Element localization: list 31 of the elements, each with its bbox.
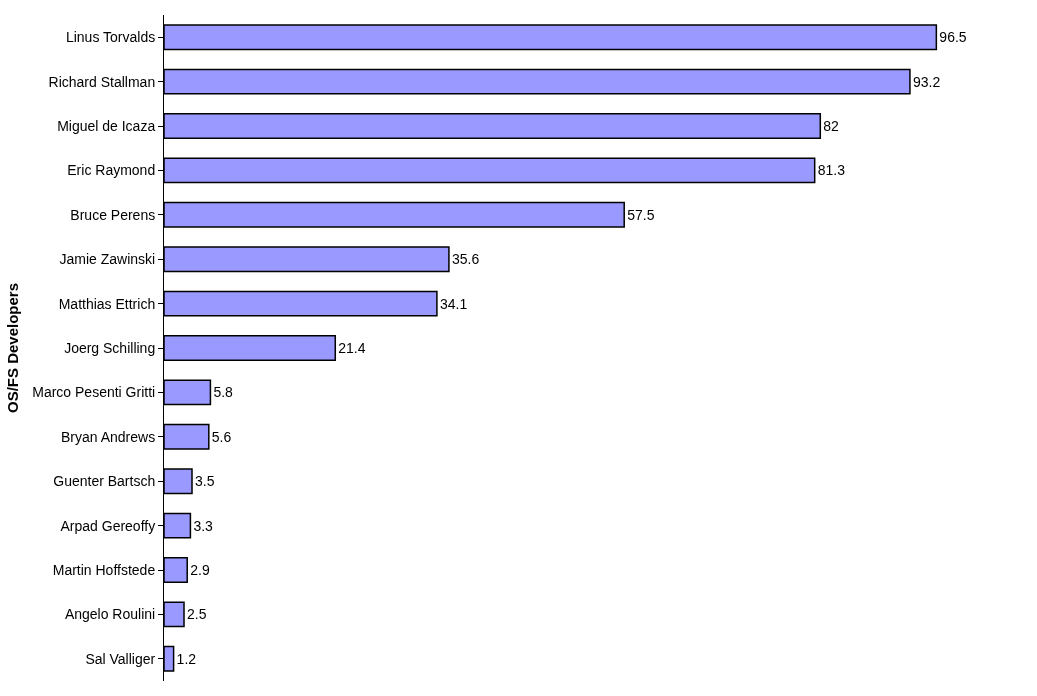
y-tick-label: Matthias Ettrich (58, 295, 156, 312)
data-label: 3.5 (195, 473, 215, 490)
data-label: 93.2 (912, 73, 941, 90)
data-label: 5.8 (213, 384, 234, 401)
data-label: 2.5 (187, 606, 207, 623)
data-label: 2.9 (190, 562, 210, 578)
data-label: 21.4 (338, 340, 366, 356)
y-tick-label: Sal Valliger (85, 650, 156, 667)
data-label: 96.5 (939, 29, 967, 46)
data-label: 3.3 (193, 517, 214, 534)
y-tick-label: Arpad Gereoffy (60, 517, 156, 534)
data-label: 35.6 (451, 251, 480, 268)
y-tick-label: Miguel de Icaza (57, 117, 156, 134)
y-tick-label: Angelo Roulini (64, 606, 156, 623)
y-axis-title: OS/FS Developers (3, 282, 21, 414)
y-tick-label: Jamie Zawinski (59, 251, 156, 268)
data-label: 5.6 (211, 428, 232, 445)
y-tick-label: Richard Stallman (48, 73, 156, 90)
data-label: 1.2 (176, 650, 197, 667)
y-tick-label: Linus Torvalds (65, 29, 156, 46)
y-tick-label: Joerg Schilling (64, 339, 156, 356)
y-tick-label: Bryan Andrews (61, 428, 156, 445)
y-tick-label: Guenter Bartsch (53, 473, 156, 490)
data-label: 57.5 (627, 206, 655, 223)
data-label: 81.3 (817, 162, 846, 179)
data-label: 82 (823, 118, 840, 134)
y-tick-label: Bruce Perens (70, 206, 156, 223)
data-label: 34.1 (439, 295, 468, 312)
y-tick-label: Marco Pesenti Gritti (32, 384, 156, 401)
y-tick-label: Martin Hoffstede (52, 561, 156, 578)
y-tick-label: Eric Raymond (67, 162, 156, 179)
